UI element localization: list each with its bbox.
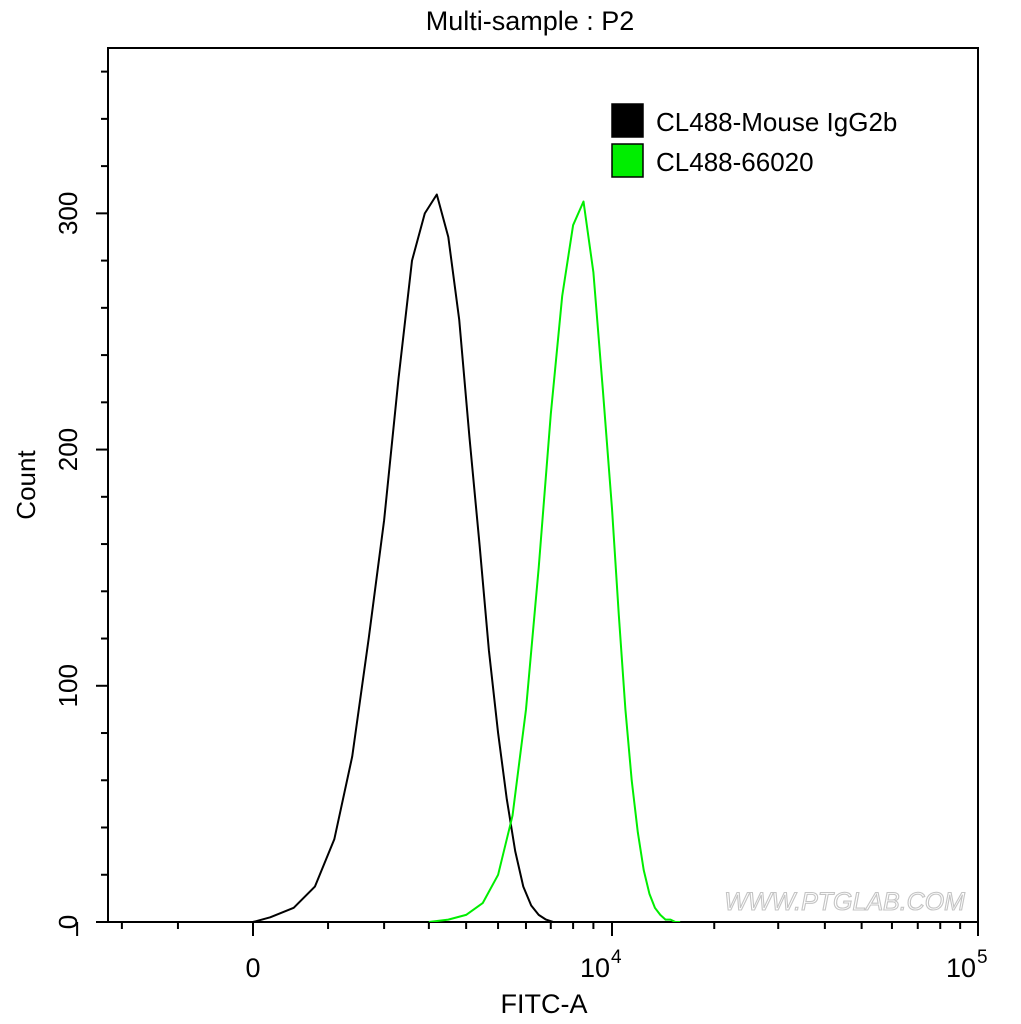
x-axis: 0 10 4 10 5 xyxy=(76,922,988,983)
y-axis-label: Count xyxy=(11,450,41,520)
x-tick-exponent: 5 xyxy=(977,947,988,968)
legend-label: CL488-66020 xyxy=(656,147,814,177)
x-axis-label: FITC-A xyxy=(501,989,588,1019)
x-tick-label: 0 xyxy=(245,953,260,983)
y-tick-label: 100 xyxy=(53,664,83,707)
x-tick-label: 10 5 xyxy=(946,947,988,983)
legend-swatch xyxy=(611,103,644,138)
x-tick-base: 0 xyxy=(245,953,260,983)
series-layer xyxy=(252,193,681,922)
legend-swatch xyxy=(611,143,644,178)
plot-frame xyxy=(107,47,979,923)
x-tick-exponent: 4 xyxy=(611,947,622,968)
plot-area: WWW.PTGLAB.COM xyxy=(107,47,979,923)
x-tick-base: 10 xyxy=(946,953,976,983)
x-tick-label: 10 4 xyxy=(580,947,622,983)
legend-label: CL488-Mouse IgG2b xyxy=(656,107,897,137)
chart-title: Multi-sample : P2 xyxy=(426,6,635,36)
y-tick-label: 0 xyxy=(53,915,83,929)
watermark: WWW.PTGLAB.COM xyxy=(724,888,965,916)
y-axis: 0 100 200 300 xyxy=(53,70,108,929)
series-line-2 xyxy=(428,200,681,922)
y-tick-label: 200 xyxy=(53,428,83,471)
legend: CL488-Mouse IgG2b CL488-66020 xyxy=(611,103,897,178)
series-line-1 xyxy=(252,193,554,922)
x-tick-base: 10 xyxy=(580,953,610,983)
y-tick-label: 300 xyxy=(53,192,83,235)
